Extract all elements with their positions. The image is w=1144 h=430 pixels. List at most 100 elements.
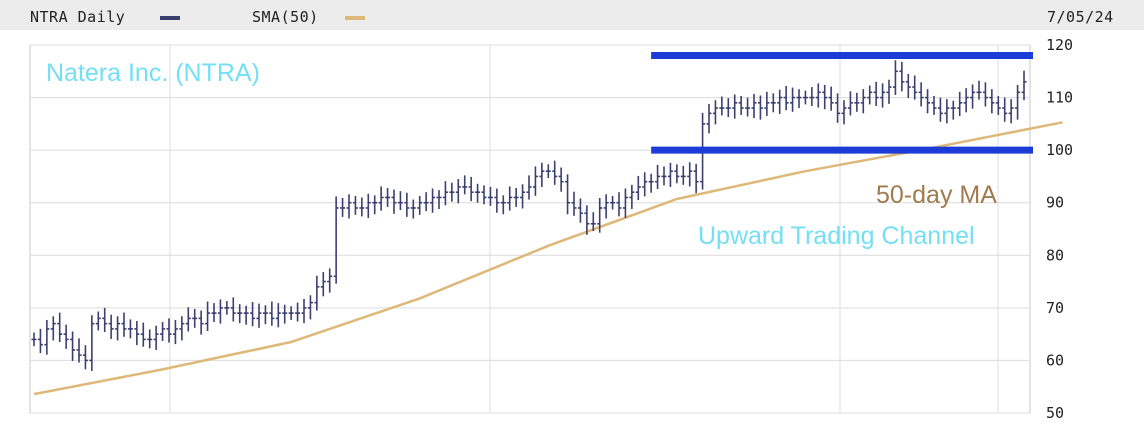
price-bar (507, 186, 513, 211)
price-bar (307, 295, 313, 320)
price-bar (185, 307, 191, 332)
price-bar (545, 164, 551, 179)
price-bar (288, 306, 294, 320)
y-tick-label: 90 (1046, 194, 1064, 212)
price-bar (217, 299, 223, 324)
price-bar (815, 83, 821, 108)
price-bar (269, 301, 275, 326)
price-bar (346, 194, 352, 219)
price-bar (577, 198, 583, 223)
price-bar (333, 196, 339, 284)
sma-layer (33, 121, 1063, 396)
sma-swatch (345, 16, 365, 20)
price-bar (661, 166, 667, 186)
price-bar (102, 307, 108, 333)
price-bar (526, 175, 532, 200)
price-bar (950, 100, 956, 120)
price-bar (487, 186, 493, 206)
price-bar (892, 60, 898, 95)
price-bar (397, 191, 403, 211)
price-bar (352, 195, 358, 215)
price-bar (436, 190, 442, 210)
price-bar (404, 192, 410, 217)
price-bar (282, 304, 288, 324)
price-bar (211, 303, 217, 323)
price-bar (378, 186, 384, 211)
price-bar (712, 100, 718, 125)
price-bar (783, 86, 789, 111)
price-bar (693, 163, 699, 194)
price-bar (50, 316, 56, 341)
price-bar (905, 73, 911, 99)
price-bar (809, 87, 815, 106)
price-bar (31, 332, 37, 347)
price-bar (552, 160, 558, 185)
price-bar (250, 302, 256, 327)
price-bar (790, 87, 796, 112)
chart-header: NTRA Daily SMA(50) 7/05/24 (0, 0, 1144, 30)
price-bar (127, 319, 133, 339)
price-bar (410, 199, 416, 219)
price-bar (622, 188, 628, 218)
price-bar (475, 183, 481, 203)
price-bar (937, 97, 943, 122)
price-bar (822, 84, 828, 110)
price-bar (134, 321, 140, 346)
price-bar (372, 195, 378, 215)
price-bar (314, 275, 320, 311)
price-bar (680, 165, 686, 185)
price-bar (976, 80, 982, 100)
date-label: 7/05/24 (1047, 8, 1114, 26)
price-bar (642, 172, 648, 197)
y-tick-label: 100 (1046, 141, 1073, 159)
price-bar (166, 318, 172, 343)
price-bar (706, 103, 712, 134)
price-bar (1002, 97, 1008, 122)
price-bar (539, 162, 545, 187)
price-bar (957, 91, 963, 116)
price-bar (571, 191, 577, 216)
price-bar (1015, 84, 1021, 120)
price-bar (494, 188, 500, 213)
price-bar (963, 88, 969, 113)
price-bar (262, 305, 268, 325)
price-bar (89, 315, 95, 371)
price-bar (1021, 70, 1027, 101)
y-axis-ticks: 50 60 70 80 90 100 110 120 (1046, 36, 1073, 422)
price-bar (796, 89, 802, 109)
price-bar (610, 195, 616, 210)
y-tick-label: 50 (1046, 404, 1064, 422)
price-bar (532, 166, 538, 196)
price-bar (629, 184, 635, 210)
price-bar (584, 205, 590, 235)
price-bar (500, 195, 506, 215)
sma-line (33, 121, 1063, 396)
price-bar (70, 331, 76, 361)
price-bar (616, 192, 622, 217)
price-bar (275, 303, 281, 328)
price-bar (745, 97, 751, 117)
price-bar (931, 95, 937, 115)
price-bar (802, 90, 808, 105)
price-bar (417, 195, 423, 215)
price-bar (44, 319, 50, 355)
price-bar (687, 162, 693, 187)
price-bar (301, 298, 307, 324)
price-bar (198, 310, 204, 335)
price-bar (886, 79, 892, 104)
price-bar (243, 305, 249, 325)
price-bar (738, 95, 744, 115)
price-bar (841, 100, 847, 125)
price-bar (108, 314, 114, 339)
price-bar (359, 197, 365, 217)
price-bar (340, 197, 346, 217)
price-bar (295, 302, 301, 322)
price-bar (76, 338, 82, 363)
price-bar (925, 89, 931, 114)
price-bar (140, 322, 146, 347)
grid (29, 44, 1031, 414)
price-bar (520, 184, 526, 209)
channel-lines (651, 52, 1033, 154)
y-tick-label: 120 (1046, 36, 1073, 54)
price-bar (224, 301, 230, 315)
